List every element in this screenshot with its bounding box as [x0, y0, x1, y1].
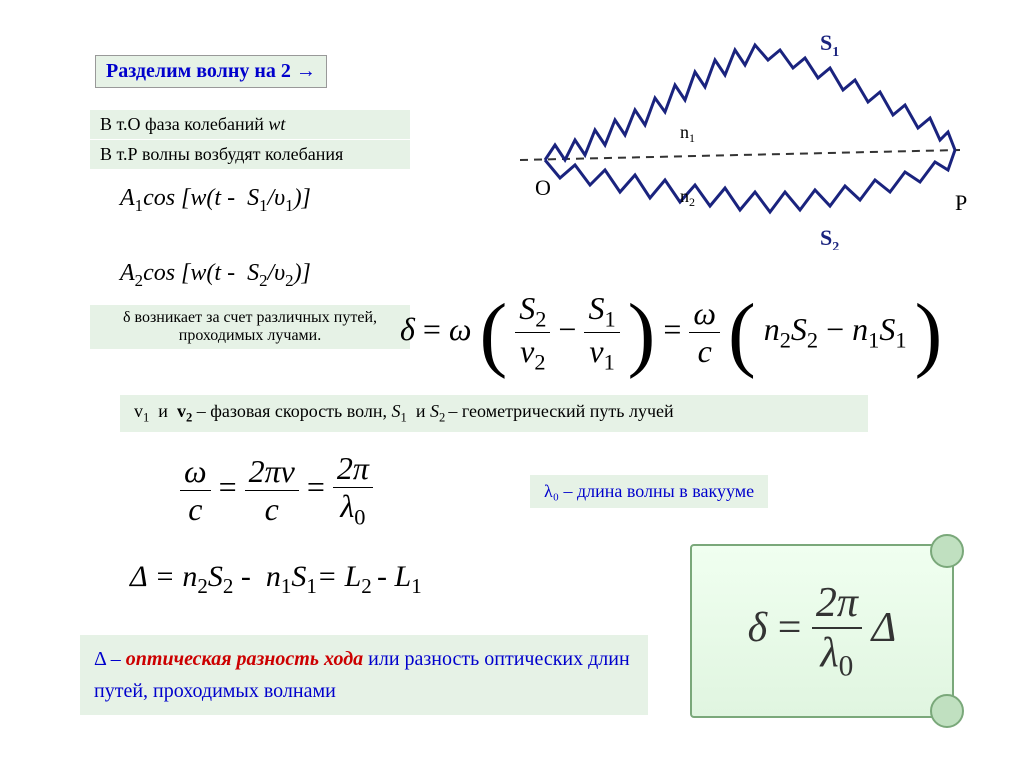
frac-wc: ω c — [180, 453, 211, 528]
wave-diagram: О Р S1 S2 n1 n2 — [500, 20, 970, 250]
label-s2: S2 — [820, 225, 839, 250]
lambda-note: λ₀ – длина волны в вакууме — [544, 481, 754, 501]
eq-omega-c: ω c = 2πν c = 2π λ0 — [180, 450, 373, 530]
sym-eq2: = — [663, 311, 689, 347]
title-box: Разделим волну на 2 → — [95, 55, 327, 88]
optical-delta: Δ – — [94, 648, 126, 670]
frac-s2v2: S2 v2 — [515, 290, 550, 376]
wave-path-s2 — [545, 150, 955, 212]
frac-2pinu-c: 2πν c — [245, 453, 299, 528]
lambda-note-box: λ₀ – длина волны в вакууме — [530, 475, 768, 508]
wave-path-s1 — [545, 45, 955, 160]
paren-r1: ) — [628, 287, 656, 379]
text-line1: В т.О фаза колебаний wt — [100, 114, 285, 134]
title-text: Разделим волну на 2 → — [106, 60, 316, 82]
eq-optical-path: Δ = n2S2 - n1S1= L2 - L1 — [130, 560, 422, 599]
sym-delta: δ — [400, 311, 415, 347]
paren-r2: ) — [915, 287, 943, 379]
phase-line-2: В т.Р волны возбудят колебания — [90, 140, 410, 169]
optical-desc-box: Δ – оптическая разность хода или разност… — [80, 635, 648, 715]
label-o: О — [535, 175, 551, 200]
label-p: Р — [955, 190, 967, 215]
frac-2pi-lambda: 2π λ0 — [333, 450, 373, 530]
scroll-result-box: δ = 2π λ0 Δ — [690, 544, 954, 718]
phase-velocity-note: v1 и v2 – фазовая скорость волн, S1 и S2… — [120, 395, 868, 432]
text-line2: В т.Р волны возбудят колебания — [100, 144, 343, 164]
sym-minus1: − — [558, 311, 584, 347]
frac-s1v1: S1 v1 — [584, 290, 619, 376]
paren-l1: ( — [480, 287, 508, 379]
optical-bold: оптическая разность хода — [126, 648, 363, 670]
delta-note: δ возникает за счет различных путей, про… — [123, 309, 377, 344]
label-s1: S1 — [820, 30, 839, 60]
delta-note-box: δ возникает за счет различных путей, про… — [90, 305, 410, 349]
phase-line-1: В т.О фаза колебаний wt — [90, 110, 410, 139]
eq-delta-main: δ = ω ( S2 v2 − S1 v1 ) = ω c ( n2S2 − n… — [400, 290, 942, 376]
sym-eq1: = — [423, 311, 449, 347]
formula-a2: A2cos [w(t - S2/υ2)] — [120, 260, 311, 291]
paren-l2: ( — [728, 287, 756, 379]
frac-omega-c: ω c — [689, 295, 720, 370]
sym-omega: ω — [449, 311, 472, 347]
label-n1: n1 — [680, 122, 695, 145]
eq-scroll: δ = 2π λ0 Δ — [748, 579, 897, 683]
formula-a1: A1cos [w(t - S1/υ1)] — [120, 185, 311, 216]
